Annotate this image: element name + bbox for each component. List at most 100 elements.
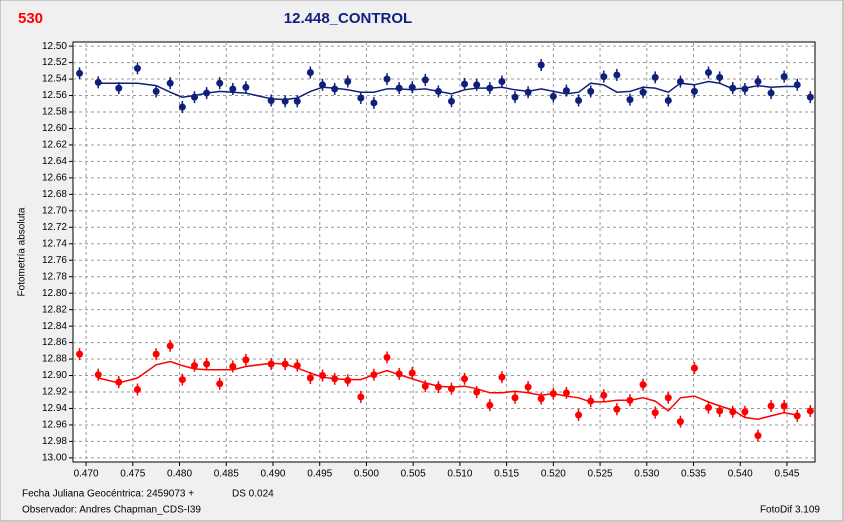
data-point — [229, 82, 237, 95]
x-tick-label: 0.535 — [681, 469, 706, 480]
data-point — [716, 404, 724, 417]
x-tick-label: 0.510 — [447, 469, 472, 480]
y-axis-label: Fotometría absoluta — [17, 207, 28, 296]
data-point — [461, 372, 469, 385]
data-point — [793, 409, 801, 422]
data-point — [94, 368, 102, 381]
data-point — [383, 73, 391, 86]
data-point — [562, 386, 570, 399]
data-point — [511, 91, 519, 104]
data-point — [600, 389, 608, 402]
data-point — [216, 377, 224, 390]
data-point — [331, 372, 339, 385]
data-point — [613, 403, 621, 416]
data-point — [434, 85, 442, 98]
data-point — [344, 374, 352, 387]
x-axis-label: Fecha Juliana Geocéntrica: 2459073 + — [22, 489, 194, 500]
data-point — [344, 75, 352, 88]
data-point — [190, 359, 198, 372]
x-tick-label: 0.490 — [260, 469, 285, 480]
data-point — [166, 77, 174, 90]
data-point — [793, 78, 801, 91]
data-point — [729, 405, 737, 418]
data-point — [741, 82, 749, 95]
x-tick-label: 0.470 — [74, 469, 99, 480]
data-point — [664, 94, 672, 107]
y-tick-label: 12.68 — [42, 189, 67, 200]
data-point — [267, 94, 275, 107]
data-point — [626, 93, 634, 106]
y-tick-label: 12.74 — [42, 238, 67, 249]
data-point — [267, 358, 275, 370]
data-point — [94, 76, 102, 89]
data-point — [152, 348, 160, 361]
data-point — [767, 400, 775, 412]
data-point — [115, 376, 123, 389]
data-point — [203, 358, 211, 370]
annotation: DS 0.024 — [232, 489, 274, 500]
data-point — [281, 95, 289, 108]
x-tick-label: 0.520 — [541, 469, 566, 480]
data-point — [293, 359, 301, 372]
y-tick-label: 12.66 — [42, 173, 67, 184]
y-tick-label: 12.94 — [42, 403, 67, 414]
x-tick-label: 0.505 — [401, 469, 426, 480]
data-point — [806, 404, 814, 417]
data-point — [780, 70, 788, 83]
data-point — [780, 400, 788, 412]
x-tick-label: 0.525 — [588, 469, 613, 480]
y-tick-label: 12.80 — [42, 288, 67, 299]
trend-line — [98, 360, 798, 420]
data-point — [190, 91, 198, 104]
data-point — [178, 373, 186, 386]
data-point — [434, 381, 442, 394]
data-point — [447, 382, 455, 395]
data-point — [76, 67, 84, 80]
data-point — [741, 405, 749, 418]
data-point — [178, 101, 186, 114]
y-tick-label: 12.84 — [42, 321, 67, 332]
y-tick-label: 12.90 — [42, 370, 67, 381]
data-point — [575, 94, 583, 107]
data-point — [306, 372, 314, 384]
data-point — [549, 387, 557, 400]
y-tick-label: 12.64 — [42, 156, 67, 167]
data-point — [370, 96, 378, 109]
data-point — [408, 81, 416, 94]
data-point — [587, 85, 595, 98]
data-point — [242, 353, 250, 366]
chart-title: 12.448_CONTROL — [284, 10, 412, 27]
annotation: FotoDif 3.109 — [760, 505, 820, 516]
data-point — [421, 380, 429, 393]
y-tick-label: 12.60 — [42, 123, 67, 134]
data-point — [767, 87, 775, 100]
data-point — [524, 381, 532, 394]
data-point — [562, 84, 570, 97]
y-tick-label: 12.70 — [42, 205, 67, 216]
y-tick-label: 12.52 — [42, 57, 67, 68]
data-point — [754, 429, 762, 442]
data-point — [549, 90, 557, 103]
y-tick-label: 12.86 — [42, 337, 67, 348]
y-tick-label: 13.00 — [42, 453, 67, 464]
x-tick-label: 0.495 — [307, 469, 332, 480]
data-point — [524, 86, 532, 99]
data-point — [133, 62, 141, 75]
data-point — [306, 66, 314, 79]
data-point — [331, 82, 339, 95]
y-tick-label: 12.72 — [42, 222, 67, 233]
x-tick-label: 0.545 — [774, 469, 799, 480]
data-point — [293, 95, 301, 108]
y-tick-label: 12.50 — [42, 41, 67, 52]
y-tick-label: 12.76 — [42, 255, 67, 266]
data-point — [357, 390, 365, 403]
data-point — [447, 95, 455, 108]
y-tick-label: 12.78 — [42, 271, 67, 282]
data-point — [408, 367, 416, 380]
data-point — [651, 71, 659, 84]
data-point — [587, 395, 595, 408]
data-point — [754, 75, 762, 88]
y-tick-label: 12.98 — [42, 436, 67, 447]
data-point — [676, 415, 684, 428]
